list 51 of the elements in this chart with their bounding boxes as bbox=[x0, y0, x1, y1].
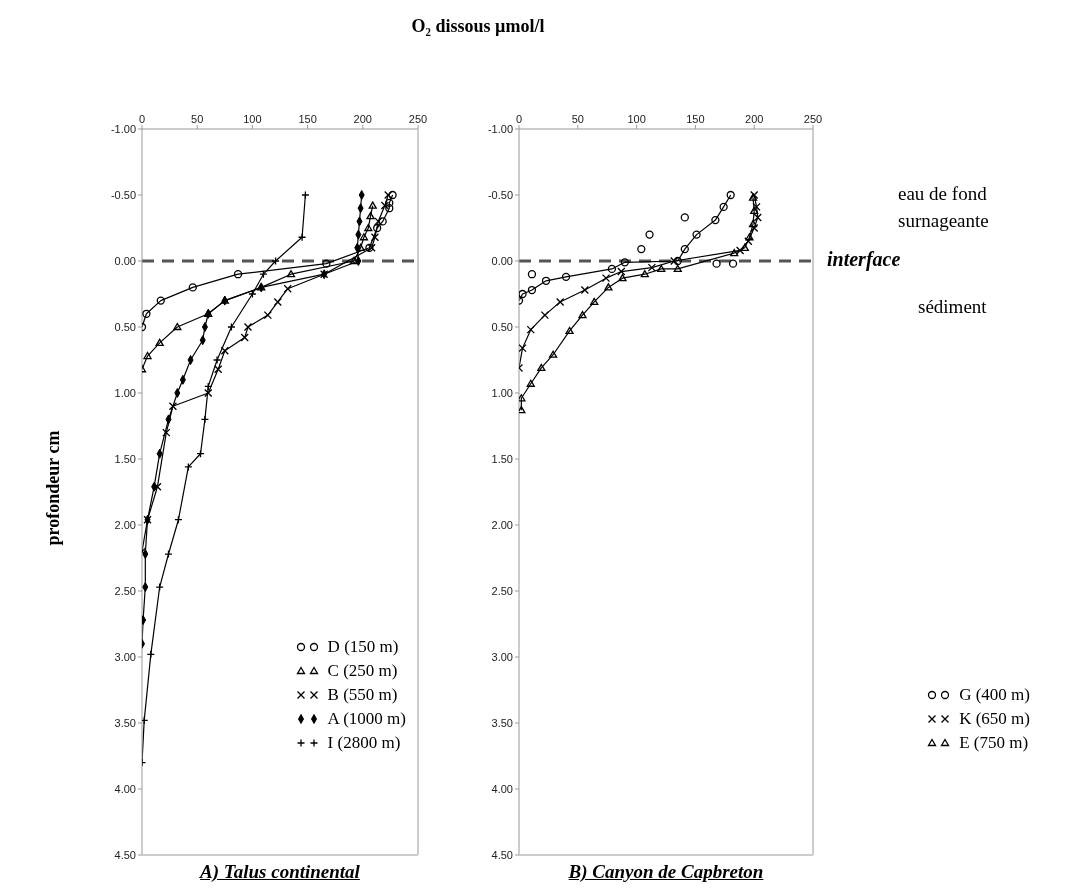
y-tick-label: 4.50 bbox=[491, 848, 513, 861]
y-tick-label: 0.00 bbox=[491, 254, 513, 267]
y-tick-label: 1.50 bbox=[491, 452, 513, 465]
y-tick-label: 2.00 bbox=[491, 518, 513, 531]
y-axis-title: profondeur cm bbox=[42, 430, 64, 546]
x-tick-label: 50 bbox=[191, 113, 204, 125]
legend-label: C (250 m) bbox=[327, 661, 398, 681]
x-tick-label: 50 bbox=[571, 113, 584, 125]
legend-label: I (2800 m) bbox=[327, 733, 401, 753]
legend-label: B (550 m) bbox=[327, 685, 398, 705]
x-tick-label: 150 bbox=[298, 113, 317, 125]
y-tick-label: 3.00 bbox=[114, 650, 136, 663]
y-tick-label: 2.50 bbox=[491, 584, 513, 597]
text: eau de fond surnageante bbox=[898, 182, 990, 233]
x-tick-label: 200 bbox=[353, 113, 372, 125]
legend-label: D (150 m) bbox=[327, 637, 399, 657]
legend-label: K (650 m) bbox=[959, 709, 1030, 729]
x-tick-label: 200 bbox=[745, 113, 764, 125]
x-tick-label: 0 bbox=[138, 113, 146, 125]
y-tick-label: -1.00 bbox=[487, 122, 513, 135]
y-tick-label: 0.50 bbox=[114, 320, 136, 333]
y-tick-label: 4.50 bbox=[114, 848, 136, 861]
x-tick-label: 250 bbox=[803, 113, 823, 125]
text: B) Canyon de Capbreton bbox=[567, 861, 765, 883]
x-tick-label: 100 bbox=[243, 113, 262, 125]
y-tick-label: 2.50 bbox=[114, 584, 136, 597]
y-tick-label: 3.00 bbox=[491, 650, 513, 663]
y-tick-label: -0.50 bbox=[110, 188, 136, 201]
legend-label: G (400 m) bbox=[959, 685, 1030, 705]
legend-label: E (750 m) bbox=[959, 733, 1029, 753]
y-tick-label: 1.00 bbox=[114, 386, 136, 399]
y-tick-label: 3.50 bbox=[114, 716, 136, 729]
x-tick-label: 100 bbox=[627, 113, 646, 125]
y-tick-label: 1.50 bbox=[114, 452, 136, 465]
y-tick-label: 3.50 bbox=[491, 716, 513, 729]
x-axis-title: O₂ dissous µmol/l bbox=[411, 16, 545, 37]
y-tick-label: 4.00 bbox=[491, 782, 513, 795]
legend-label: A (1000 m) bbox=[327, 709, 406, 729]
x-tick-label: 0 bbox=[515, 113, 523, 125]
y-tick-label: 2.00 bbox=[114, 518, 136, 531]
x-tick-label: 250 bbox=[408, 113, 428, 125]
y-tick-label: 4.00 bbox=[114, 782, 136, 795]
ref-line-label: interface bbox=[827, 248, 901, 271]
y-tick-label: 1.00 bbox=[491, 386, 513, 399]
y-tick-label: -1.00 bbox=[110, 122, 136, 135]
y-tick-label: -0.50 bbox=[487, 188, 513, 201]
x-tick-label: 150 bbox=[686, 113, 705, 125]
y-tick-label: 0.50 bbox=[491, 320, 513, 333]
text: A) Talus continental bbox=[198, 861, 361, 883]
y-tick-label: 0.00 bbox=[114, 254, 136, 267]
text: sédiment bbox=[918, 295, 988, 319]
